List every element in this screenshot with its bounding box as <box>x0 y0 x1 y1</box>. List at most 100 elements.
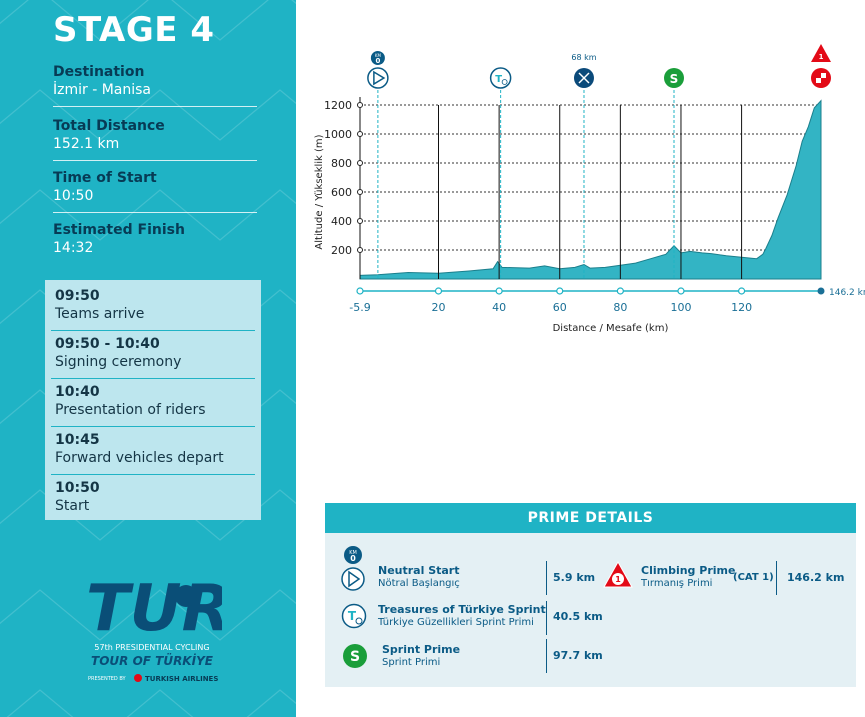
sponsor-name: TURKISH AIRLINES <box>145 675 218 683</box>
x-tick-label: 80 <box>613 301 627 314</box>
sprint-prime-name: Sprint Prime <box>382 643 461 656</box>
feed-zone-label: 68 km <box>571 53 596 62</box>
estimated-finish-block: Estimated Finish 14:32 <box>53 222 257 256</box>
checkered-square <box>816 73 821 78</box>
km-badge-text: KM <box>349 550 357 556</box>
schedule-desc: Start <box>55 498 90 514</box>
sprint-prime-icon <box>664 68 685 88</box>
schedule-time: 10:40 <box>55 384 100 400</box>
destination-block: Destination İzmir - Manisa <box>53 64 257 107</box>
schedule-item: 09:50 - 10:40 Signing ceremony <box>55 336 255 370</box>
treasure-letter: T <box>348 609 357 623</box>
x-tick-label: 120 <box>731 301 752 314</box>
climb-prime-name: Climbing Prime <box>641 564 736 577</box>
schedule-item: 09:50 Teams arrive <box>55 288 255 322</box>
x-tick-dot <box>434 287 443 295</box>
divider <box>546 561 547 595</box>
y-axis-label: Altitude / Yükseklik (m) <box>314 134 325 249</box>
schedule-time: 10:45 <box>55 432 100 448</box>
schedule-desc: Teams arrive <box>55 306 145 322</box>
knife-icon <box>578 72 590 84</box>
treasure-sprint-value: 40.5 km <box>553 610 603 623</box>
bike-wheel-icon <box>501 79 508 85</box>
x-tick-label: 60 <box>553 301 567 314</box>
total-distance-value: 152.1 km <box>53 136 120 152</box>
finish-label: 146.2 km <box>829 288 865 298</box>
stage-sidebar: STAGE 4 Destination İzmir - Manisa Total… <box>0 0 296 717</box>
schedule-divider <box>51 330 255 331</box>
presented-by: PRESENTED BY <box>88 676 127 682</box>
schedule-desc: Signing ceremony <box>55 354 182 370</box>
divider <box>53 160 257 161</box>
climb-prime-icon <box>811 44 831 62</box>
divider <box>546 639 547 673</box>
logo-line2: TOUR OF TÜRKİYE <box>91 653 214 668</box>
x-tick-label: 100 <box>670 301 691 314</box>
stage-title: STAGE 4 <box>53 10 215 50</box>
rider-head-icon <box>175 585 197 607</box>
destination-value: İzmir - Manisa <box>53 82 152 98</box>
total-distance-label: Total Distance <box>53 118 165 134</box>
treasure-sprint-icon <box>489 67 512 89</box>
climb-number: 1 <box>615 575 621 584</box>
neutral-start-name: Neutral Start <box>378 564 460 577</box>
km-badge-text: KM <box>375 53 382 58</box>
schedule-divider <box>51 426 255 427</box>
x-axis-label: Distance / Mesafe (km) <box>553 323 669 334</box>
y-tick-label: 600 <box>331 186 352 199</box>
schedule-item: 10:50 Start <box>55 480 255 514</box>
x-tick-label: -5.9 <box>349 301 370 314</box>
x-tick-label: 20 <box>432 301 446 314</box>
sprint-prime-value: 97.7 km <box>553 649 603 662</box>
km-zero-text: 0 <box>350 554 356 563</box>
treasure-sprint-sub: Türkiye Güzellikleri Sprint Primi <box>378 617 534 628</box>
divider <box>776 561 777 595</box>
y-tick-dot <box>357 247 363 253</box>
y-tick-label: 1000 <box>324 128 352 141</box>
estimated-finish-value: 14:32 <box>53 240 94 256</box>
play-icon <box>373 70 386 86</box>
start-time-block: Time of Start 10:50 <box>53 170 257 213</box>
estimated-finish-label: Estimated Finish <box>53 222 185 238</box>
y-tick-label: 800 <box>331 157 352 170</box>
y-tick-dot <box>357 218 363 224</box>
climb-prime-icon: 1 <box>603 560 633 588</box>
elevation-area <box>359 99 822 280</box>
climb-prime-sub: Tırmanış Primi <box>641 578 713 589</box>
schedule-divider <box>51 378 255 379</box>
climb-prime-value: 146.2 km <box>787 571 845 584</box>
sprint-prime-icon: S <box>343 644 367 668</box>
divider <box>53 212 257 213</box>
x-tick-dot <box>677 287 685 295</box>
start-time-value: 10:50 <box>53 188 94 204</box>
sprint-letter: S <box>670 72 679 86</box>
y-tick-dot <box>357 160 363 166</box>
tour-logo: TUR 57th PRESIDENTIAL CYCLING TOUR OF TÜ… <box>82 566 231 690</box>
divider <box>546 601 547 635</box>
schedule-divider <box>51 474 255 475</box>
schedule-desc: Presentation of riders <box>55 402 206 418</box>
schedule-item: 10:40 Presentation of riders <box>55 384 255 418</box>
schedule-time: 10:50 <box>55 480 100 496</box>
x-tick-label: 40 <box>492 301 506 314</box>
start-time-label: Time of Start <box>53 170 157 186</box>
x-tick-dot <box>356 287 364 295</box>
turkish-airlines-icon <box>134 674 142 682</box>
logo-line1: 57th PRESIDENTIAL CYCLING <box>94 643 209 652</box>
finish-dot <box>817 287 825 295</box>
destination-label: Destination <box>53 64 145 80</box>
x-tick-dot <box>616 287 624 295</box>
climb-category: (CAT 1) <box>733 572 774 583</box>
schedule-time: 09:50 - 10:40 <box>55 336 160 352</box>
sprint-prime-sub: Sprint Primi <box>382 657 441 668</box>
divider <box>53 106 257 107</box>
km-zero-badge <box>370 51 385 65</box>
prime-details-header: PRIME DETAILS <box>325 503 856 533</box>
treasure-sprint-name: Treasures of Türkiye Sprint <box>378 603 546 616</box>
y-tick-dot <box>357 131 363 137</box>
neutral-start-sub: Nötral Başlangıç <box>378 578 460 589</box>
schedule-item: 10:45 Forward vehicles depart <box>55 432 255 466</box>
x-tick-dot <box>737 287 746 295</box>
tour-logo-mark: TUR <box>86 572 222 646</box>
y-tick-label: 200 <box>331 244 352 257</box>
